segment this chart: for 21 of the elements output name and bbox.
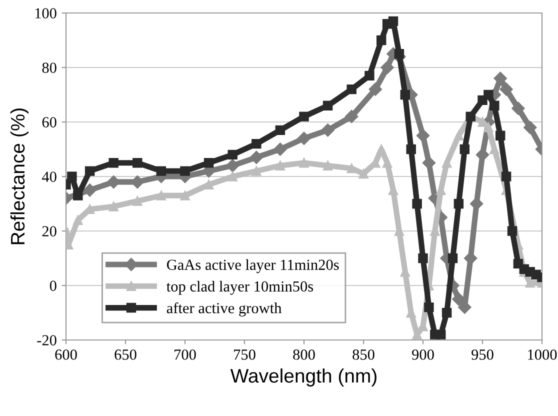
x-tick-label: 700 xyxy=(174,349,196,360)
x-tick-label: 850 xyxy=(352,349,374,360)
legend-label: after active growth xyxy=(166,302,282,316)
y-tick-label: 100 xyxy=(35,8,56,18)
y-axis-title: Reflectance (%) xyxy=(10,108,28,244)
x-tick-label: 600 xyxy=(55,349,77,360)
legend-label: GaAs active layer 11min20s xyxy=(166,259,339,274)
y-tick-label: 80 xyxy=(42,62,56,73)
x-tick-label: 950 xyxy=(472,349,494,360)
x-tick-label: 900 xyxy=(412,349,434,360)
x-tick-label: 750 xyxy=(234,349,256,360)
y-tick-label: 20 xyxy=(42,226,56,236)
x-tick-label: 1000 xyxy=(528,349,557,360)
y-tick-label: 60 xyxy=(42,117,56,128)
legend-label: top clad layer 10min50s xyxy=(166,280,314,295)
x-tick-label: 650 xyxy=(114,349,136,360)
x-tick-label: 800 xyxy=(293,349,315,360)
y-tick-label: -20 xyxy=(37,335,56,346)
x-axis-title: Wavelength (nm) xyxy=(230,368,376,387)
y-tick-label: 0 xyxy=(50,280,56,291)
y-tick-label: 40 xyxy=(42,172,56,182)
